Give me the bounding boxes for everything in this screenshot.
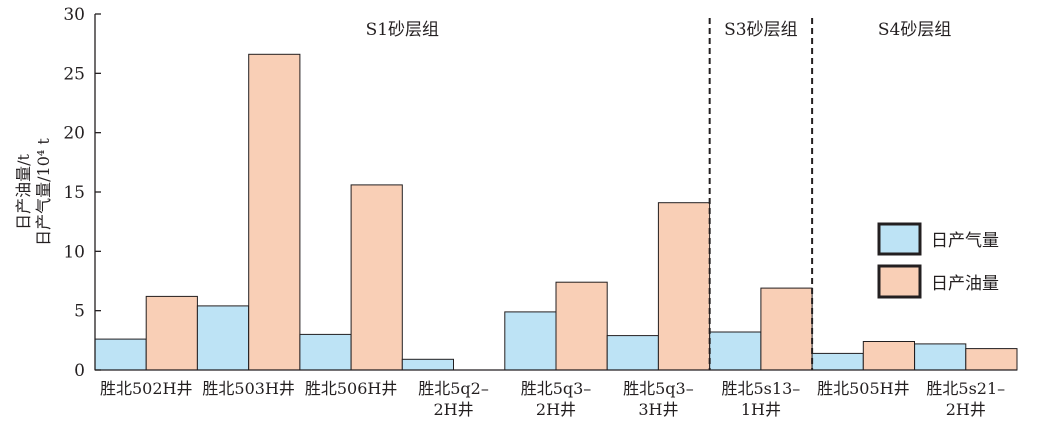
legend-label-gas: 日产气量 bbox=[931, 231, 999, 251]
bar-gas-5 bbox=[606, 335, 659, 371]
bar-oil-4 bbox=[555, 281, 608, 371]
group-dividers bbox=[708, 18, 814, 370]
y-tick-label-20: 20 bbox=[63, 124, 85, 144]
bar-oil-1 bbox=[248, 53, 301, 371]
y-tick-label-15: 15 bbox=[63, 183, 85, 203]
y-tick-label-25: 25 bbox=[63, 64, 85, 84]
x-tick-label-8: 胜北5s21– 2H井 bbox=[926, 379, 1005, 419]
bar-gas-7 bbox=[811, 352, 864, 371]
bar-oil-6 bbox=[760, 287, 813, 371]
bar-gas-6 bbox=[709, 331, 762, 371]
y-axis-label-oil: 日产油量/t bbox=[14, 154, 33, 230]
bar-gas-2 bbox=[299, 333, 352, 371]
legend-swatch-gas bbox=[877, 222, 922, 256]
x-tick-label-0: 胜北502H井 bbox=[100, 379, 193, 398]
y-tick-label-0: 0 bbox=[74, 361, 85, 381]
x-tick-label-1: 胜北503H井 bbox=[202, 379, 295, 398]
y-ticks: 0 5 10 15 20 25 30 bbox=[63, 5, 101, 381]
legend-swatch-oil bbox=[877, 264, 922, 299]
legend: 日产气量 日产油量 bbox=[877, 222, 999, 299]
x-tick-label-5: 胜北5q3– 3H井 bbox=[623, 379, 694, 419]
x-tick-label-6: 胜北5s13– 1H井 bbox=[722, 379, 801, 419]
bar-gas-8 bbox=[914, 343, 967, 371]
y-tick-label-10: 10 bbox=[63, 242, 85, 262]
y-axis-label-gas: 日产气量/10⁴ t bbox=[34, 138, 53, 246]
bar-gas-4 bbox=[504, 311, 557, 371]
y-tick-label-5: 5 bbox=[74, 302, 85, 322]
x-tick-label-4: 胜北5q3– 2H井 bbox=[521, 379, 592, 419]
bar-oil-2 bbox=[350, 184, 403, 371]
bar-oil-8 bbox=[965, 348, 1018, 371]
bar-oil-0 bbox=[145, 295, 198, 371]
x-tick-label-2: 胜北506H井 bbox=[305, 379, 398, 398]
bars-layer bbox=[94, 53, 1018, 371]
bar-gas-1 bbox=[196, 305, 250, 371]
group-label-1: S3砂层组 bbox=[724, 20, 797, 40]
y-tick-label-30: 30 bbox=[63, 5, 85, 25]
group-label-0: S1砂层组 bbox=[366, 20, 439, 40]
x-tick-label-3: 胜北5q2– 2H井 bbox=[418, 379, 489, 419]
bar-oil-5 bbox=[657, 202, 711, 371]
legend-label-oil: 日产油量 bbox=[931, 274, 999, 294]
group-labels: S1砂层组 S3砂层组 S4砂层组 bbox=[366, 20, 952, 40]
bar-gas-0 bbox=[94, 338, 147, 371]
group-label-2: S4砂层组 bbox=[878, 20, 951, 40]
x-tick-label-7: 胜北505H井 bbox=[817, 379, 910, 398]
bar-gas-3 bbox=[401, 358, 454, 371]
bar-oil-7 bbox=[862, 341, 915, 371]
